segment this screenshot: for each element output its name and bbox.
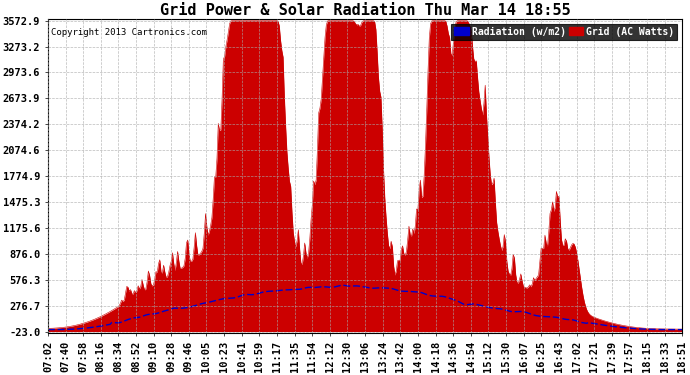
Text: Copyright 2013 Cartronics.com: Copyright 2013 Cartronics.com [51,28,207,38]
Title: Grid Power & Solar Radiation Thu Mar 14 18:55: Grid Power & Solar Radiation Thu Mar 14 … [160,3,571,18]
Legend: Radiation (w/m2), Grid (AC Watts): Radiation (w/m2), Grid (AC Watts) [451,24,678,40]
